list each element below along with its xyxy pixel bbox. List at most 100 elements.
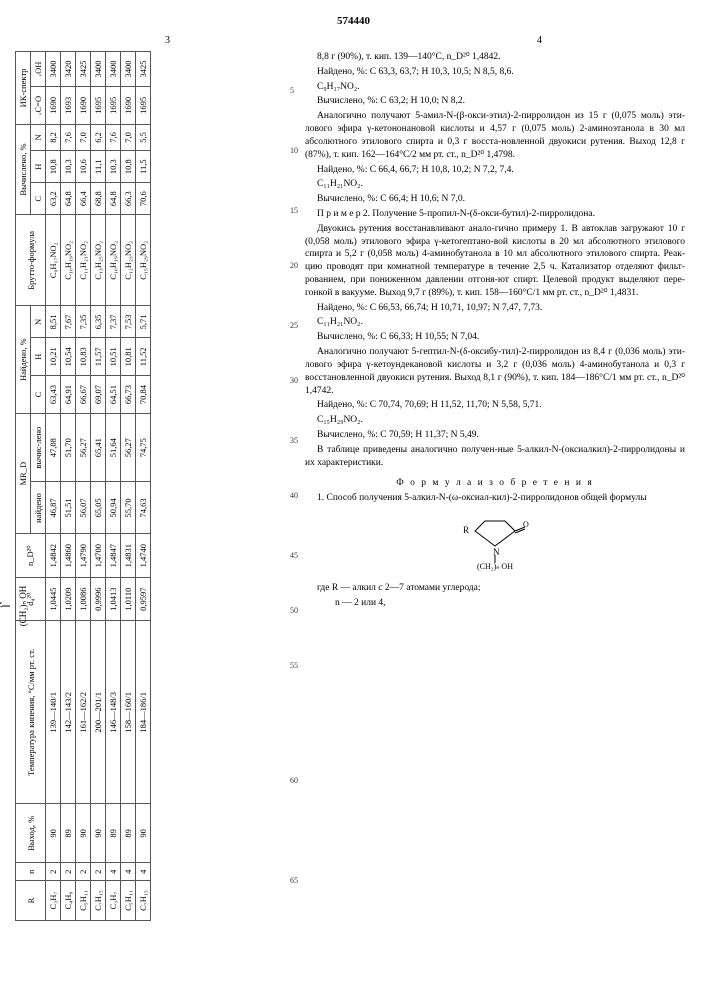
table-cell: 4 bbox=[136, 863, 151, 881]
table-row: C₇H₁₅290200—201/10,99961,470065,0565,416… bbox=[91, 52, 106, 921]
table-cell: 146—148/3 bbox=[106, 621, 121, 804]
table-cell: 11,57 bbox=[91, 338, 106, 376]
th-bp: Температура кипения, °С/мм рт. ст. bbox=[16, 621, 46, 804]
patent-number: 574440 bbox=[15, 15, 692, 27]
table-cell: 1,0413 bbox=[106, 577, 121, 620]
table-cell: 10,54 bbox=[61, 338, 76, 376]
right-column: 8,8 г (90%), т. кип. 139—140°С, n_D²⁰ 1,… bbox=[305, 51, 685, 611]
para: 8,8 г (90%), т. кип. 139—140°С, n_D²⁰ 1,… bbox=[305, 51, 685, 64]
table-cell: 63,43 bbox=[46, 376, 61, 414]
table-cell: 11,52 bbox=[136, 338, 151, 376]
table-row: C₇H₁₅490184—186/10,95971,474074,6374,757… bbox=[136, 52, 151, 921]
table-cell: 7,35 bbox=[76, 306, 91, 338]
para: Найдено, %: С 70,74, 70,69; Н 11,52, 11,… bbox=[305, 399, 685, 412]
table-cell: 7,6 bbox=[106, 124, 121, 150]
table-cell: 1693 bbox=[61, 87, 76, 125]
table-cell: 90 bbox=[46, 804, 61, 863]
table-cell: 55,70 bbox=[121, 482, 136, 534]
table-cell: 1,4700 bbox=[91, 534, 106, 577]
line-number: 20 bbox=[290, 261, 298, 270]
th-voh: ᵥOH bbox=[31, 52, 46, 87]
svg-text:(CH₂)ₙ OH: (CH₂)ₙ OH bbox=[477, 562, 513, 571]
svg-text:O: O bbox=[523, 520, 529, 529]
table-cell: 1690 bbox=[76, 87, 91, 125]
data-table: R n Выход, % Температура кипения, °С/мм … bbox=[15, 51, 151, 921]
line-number: 65 bbox=[290, 876, 298, 885]
table-cell: 89 bbox=[61, 804, 76, 863]
left-col-num: 3 bbox=[165, 35, 170, 46]
svg-text:N: N bbox=[0, 601, 4, 608]
table-cell: 7,0 bbox=[121, 124, 136, 150]
table-cell: 10,8 bbox=[121, 151, 136, 183]
para: В таблице приведены аналогично получен-н… bbox=[305, 444, 685, 470]
th-IR: ИК-спектр bbox=[16, 52, 31, 125]
table-row: C₃H₇489146—148/31,04131,484750,9451,6464… bbox=[106, 52, 121, 921]
table-cell: C₅H₁₁ bbox=[121, 881, 136, 921]
table-cell: 10,21 bbox=[46, 338, 61, 376]
th-calc: Вычислено, % bbox=[16, 124, 31, 214]
line-number: 60 bbox=[290, 776, 298, 785]
para: Аналогично получают 5-гептил-N-(δ-оксибу… bbox=[305, 346, 685, 397]
table-cell: 56,07 bbox=[76, 482, 91, 534]
table-cell: 10,8 bbox=[46, 151, 61, 183]
th-vco: ᵥC=O bbox=[31, 87, 46, 125]
table-cell: 7,6 bbox=[61, 124, 76, 150]
table-cell: 1,0086 bbox=[76, 577, 91, 620]
table-cell: 3400 bbox=[91, 52, 106, 87]
table-cell: 66,4 bbox=[76, 183, 91, 215]
table-cell: 51,64 bbox=[106, 413, 121, 481]
th-yield: Выход, % bbox=[16, 804, 46, 863]
table-cell: 74,75 bbox=[136, 413, 151, 481]
table-cell: 3400 bbox=[46, 52, 61, 87]
table-cell: 5,71 bbox=[136, 306, 151, 338]
para: Аналогично получают 5-амил-N-(β-окси-эти… bbox=[305, 110, 685, 161]
svg-text:N: N bbox=[493, 547, 500, 557]
table-cell: 69,07 bbox=[91, 376, 106, 414]
table-cell: C₁₂H₂₃NO₂ bbox=[121, 215, 136, 306]
para: Вычислено, %: С 66,4; Н 10,6; N 7,0. bbox=[305, 193, 685, 206]
para: Вычислено, %: С 66,33; Н 10,55; N 7,04. bbox=[305, 331, 685, 344]
table-cell: C₇H₁₅ bbox=[136, 881, 151, 921]
table-cell: 1,4847 bbox=[106, 534, 121, 577]
table-cell: 10,6 bbox=[76, 151, 91, 183]
table-cell: 64,8 bbox=[61, 183, 76, 215]
table-cell: 0,9597 bbox=[136, 577, 151, 620]
table-cell: 74,63 bbox=[136, 482, 151, 534]
table-cell: 7,37 bbox=[106, 306, 121, 338]
para: Найдено, %: С 66,4, 66,7; Н 10,8, 10,2; … bbox=[305, 164, 685, 177]
table-cell: 3425 bbox=[136, 52, 151, 87]
th-cC: C bbox=[31, 183, 46, 215]
table-cell: C₁₃H₂₅NO₂ bbox=[91, 215, 106, 306]
para: П р и м е р 2. Получение 5-пропил-N-(δ-о… bbox=[305, 208, 685, 221]
claim-n: n — 2 или 4, bbox=[305, 597, 685, 610]
table-cell: 89 bbox=[106, 804, 121, 863]
table-cell: 64,51 bbox=[106, 376, 121, 414]
claim-where: где R — алкил с 2—7 атомами углерода; bbox=[305, 582, 685, 595]
table-cell: 8,2 bbox=[46, 124, 61, 150]
table-cell: 11,1 bbox=[91, 151, 106, 183]
table-cell: 1695 bbox=[91, 87, 106, 125]
table-cell: 2 bbox=[76, 863, 91, 881]
table-cell: 1,4790 bbox=[76, 534, 91, 577]
table-cell: 4 bbox=[106, 863, 121, 881]
table-cell: 184—186/1 bbox=[136, 621, 151, 804]
table-cell: 64,91 bbox=[61, 376, 76, 414]
line-numbers: 5101520253035404550556065 bbox=[290, 51, 305, 611]
line-number: 15 bbox=[290, 206, 298, 215]
para: Найдено, %: С 66,53, 66,74; Н 10,71, 10,… bbox=[305, 302, 685, 315]
table-cell: 7,67 bbox=[61, 306, 76, 338]
line-number: 40 bbox=[290, 491, 298, 500]
table-cell: 6,35 bbox=[91, 306, 106, 338]
table-cell: 65,41 bbox=[91, 413, 106, 481]
table-cell: 47,08 bbox=[46, 413, 61, 481]
table-cell: 11,5 bbox=[136, 151, 151, 183]
table-cell: 3400 bbox=[121, 52, 136, 87]
line-number: 50 bbox=[290, 606, 298, 615]
table-cell: 10,81 bbox=[121, 338, 136, 376]
th-fN: N bbox=[31, 306, 46, 338]
table-cell: 1,0209 bbox=[61, 577, 76, 620]
chemical-structure-claim: R N O (CH₂)ₙ OH bbox=[305, 511, 685, 576]
table-cell: 1695 bbox=[106, 87, 121, 125]
table-cell: 139—140/1 bbox=[46, 621, 61, 804]
table-cell: 2 bbox=[61, 863, 76, 881]
